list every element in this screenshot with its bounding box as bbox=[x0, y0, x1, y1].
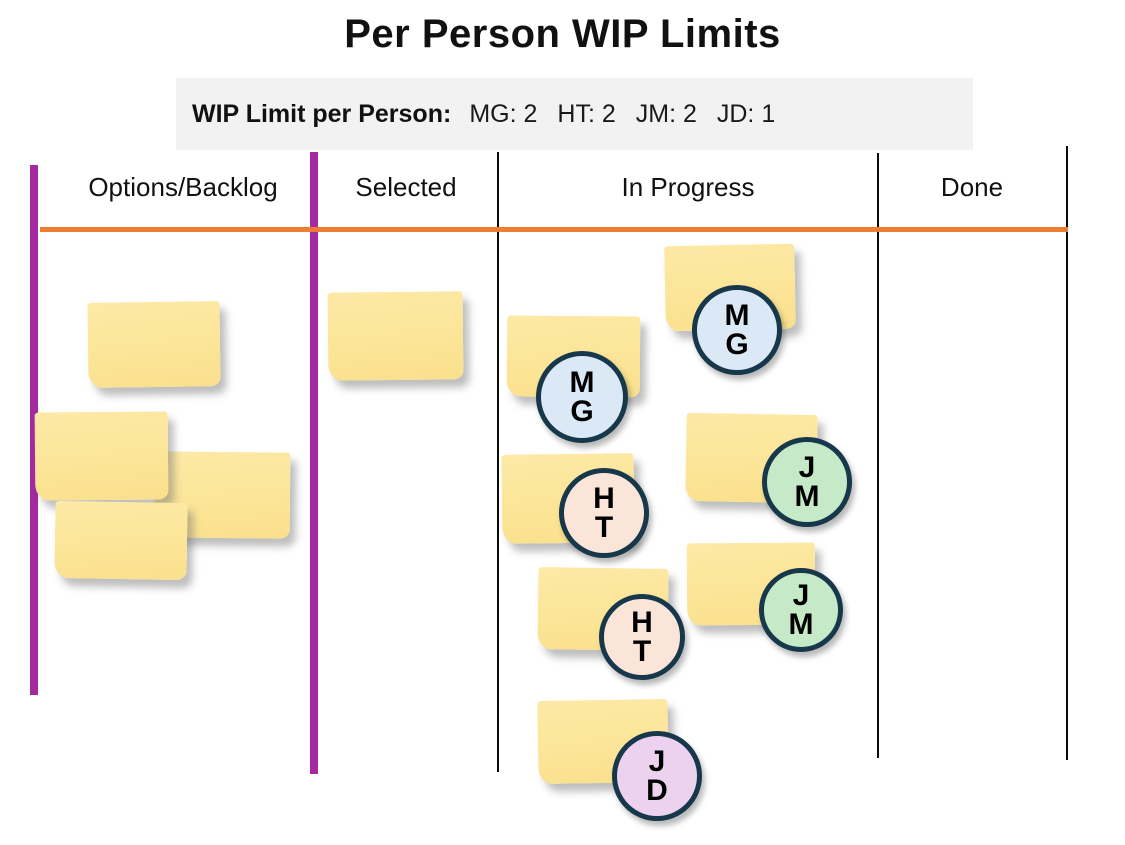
column-header-done: Done bbox=[940, 172, 1004, 202]
avatar-initial: J bbox=[648, 744, 666, 778]
avatar-initial: M bbox=[788, 608, 814, 641]
avatar-initial: G bbox=[725, 328, 749, 361]
sticky-note-options[interactable] bbox=[34, 411, 169, 501]
avatar-initial: M bbox=[569, 365, 595, 399]
header-underline bbox=[40, 227, 1068, 232]
avatar-initial: M bbox=[794, 480, 820, 513]
avatar-initial: G bbox=[570, 395, 594, 428]
lane-accent-bar-1 bbox=[30, 165, 38, 695]
column-header-in-progress: In Progress bbox=[621, 172, 755, 202]
avatar-initial: H bbox=[631, 605, 653, 639]
avatar-initial: J bbox=[798, 450, 816, 484]
sticky-note-selected[interactable] bbox=[327, 291, 464, 381]
wip-limit-ht: HT: 2 bbox=[557, 99, 616, 128]
sticky-note-options[interactable] bbox=[87, 301, 221, 388]
column-divider-line-3 bbox=[1066, 146, 1068, 760]
avatar-initial: H bbox=[593, 481, 615, 515]
column-header-selected: Selected bbox=[355, 172, 457, 202]
column-divider-line-2 bbox=[877, 153, 879, 758]
wip-limit-jd: JD: 1 bbox=[716, 99, 776, 128]
wip-limit-values: MG: 2 HT: 2 JM: 2 JD: 1 bbox=[469, 100, 775, 129]
avatar-initial: J bbox=[792, 578, 810, 612]
page-title: Per Person WIP Limits bbox=[344, 12, 781, 56]
avatar-initial: M bbox=[724, 298, 750, 332]
wip-limit-banner: WIP Limit per Person: MG: 2 HT: 2 JM: 2 JD:… bbox=[176, 78, 973, 150]
column-divider-line-1 bbox=[497, 152, 499, 772]
column-header-options: Options/Backlog bbox=[88, 172, 278, 202]
lane-accent-bar-2 bbox=[310, 152, 318, 774]
wip-limit-jm: JM: 2 bbox=[635, 99, 697, 128]
sticky-note-options[interactable] bbox=[54, 500, 188, 581]
avatar-initial: T bbox=[594, 511, 614, 544]
wip-limit-mg: MG: 2 bbox=[469, 99, 538, 128]
wip-limit-banner-label: WIP Limit per Person: bbox=[192, 99, 452, 128]
avatar-initial: T bbox=[632, 635, 652, 668]
avatar-initial: D bbox=[646, 774, 668, 807]
